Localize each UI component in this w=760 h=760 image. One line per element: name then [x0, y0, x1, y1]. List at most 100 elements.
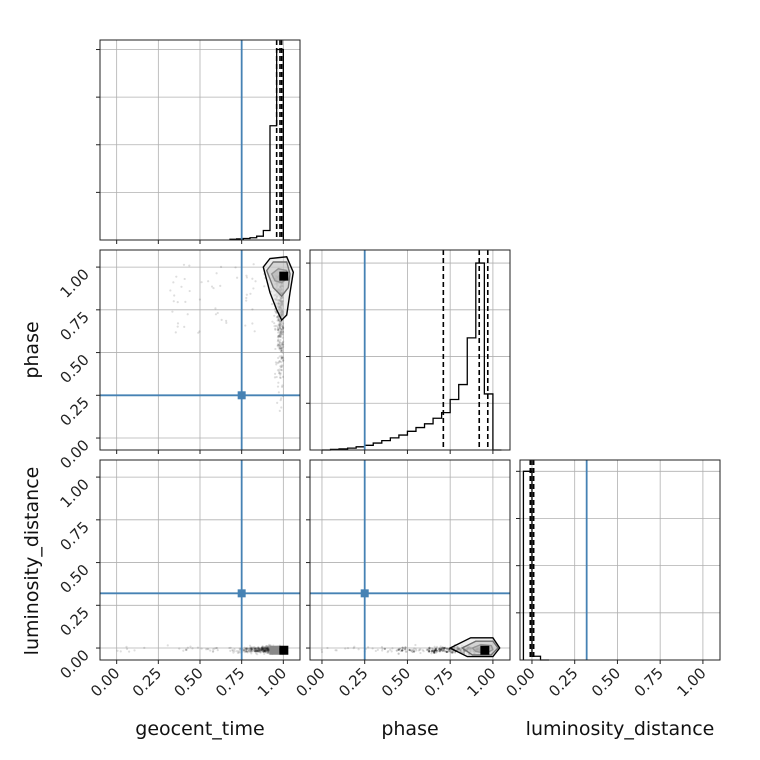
scatter-point: [441, 648, 444, 652]
scatter-point: [428, 650, 431, 653]
scatter-point: [242, 649, 245, 652]
scatter-point: [257, 647, 260, 650]
scatter-point: [263, 650, 266, 653]
scatter-point: [257, 646, 260, 649]
scatter-point: [219, 265, 223, 268]
scatter-point: [397, 648, 400, 651]
scatter-point: [256, 649, 259, 653]
scatter-point: [438, 650, 441, 653]
scatter-point: [277, 356, 280, 360]
scatter-point: [252, 287, 255, 290]
scatter-point: [243, 649, 246, 652]
scatter-point: [260, 649, 263, 652]
scatter-point: [278, 325, 282, 328]
scatter-point: [225, 321, 228, 324]
scatter-point: [251, 277, 254, 280]
scatter-point: [186, 646, 189, 649]
scatter-point: [245, 648, 248, 651]
scatter-point: [176, 322, 180, 325]
scatter-point: [212, 648, 215, 651]
scatter-point: [279, 330, 283, 333]
truth-marker: [237, 589, 246, 598]
scatter-point: [278, 372, 281, 375]
scatter-point: [253, 647, 257, 650]
y-tick-label-phase-1: 0.25: [56, 393, 92, 429]
scatter-point: [260, 649, 263, 652]
scatter-point: [250, 646, 253, 649]
scatter-point: [262, 647, 265, 650]
density-block: [269, 645, 280, 655]
scatter-point: [408, 648, 411, 652]
y-tick-label-luminosity_distance-1: 0.25: [56, 603, 92, 639]
scatter-point: [257, 647, 260, 650]
scatter-point: [428, 647, 431, 651]
scatter-point: [437, 647, 441, 650]
y-axis-label-phase: phase: [21, 321, 43, 378]
scatter-point: [189, 645, 192, 648]
scatter-point: [264, 647, 267, 650]
scatter-point: [445, 647, 449, 650]
scatter-point: [264, 648, 267, 652]
scatter-point: [404, 646, 407, 649]
scatter-point: [252, 263, 255, 266]
scatter-point: [254, 280, 257, 283]
scatter-point: [282, 345, 285, 348]
scatter-point: [215, 272, 218, 275]
scatter-point: [397, 648, 400, 651]
scatter-point: [440, 648, 443, 651]
scatter-point: [444, 646, 447, 649]
scatter-point: [443, 647, 446, 650]
scatter-point: [433, 650, 436, 653]
scatter-point: [231, 649, 235, 652]
y-tick-label-luminosity_distance-0: 0.00: [56, 646, 92, 682]
scatter-point: [264, 646, 267, 650]
scatter-point: [445, 650, 448, 653]
scatter-point: [278, 368, 281, 371]
scatter-point: [277, 335, 280, 338]
scatter-point: [252, 649, 255, 653]
scatter-point: [281, 328, 284, 331]
scatter-point: [267, 649, 270, 652]
scatter-point: [411, 650, 414, 654]
scatter-point: [262, 647, 266, 650]
scatter-point: [274, 361, 278, 364]
scatter-point: [411, 650, 414, 654]
scatter-point: [261, 648, 264, 651]
scatter-point: [277, 328, 280, 332]
scatter-point: [278, 344, 281, 348]
scatter-point: [433, 649, 436, 652]
scatter-point: [250, 648, 253, 651]
scatter-point: [277, 318, 280, 321]
scatter-point: [254, 649, 257, 653]
scatter-point: [435, 649, 438, 652]
scatter-point: [200, 281, 203, 284]
scatter-point: [438, 648, 441, 651]
scatter-point: [234, 266, 237, 269]
scatter-point: [443, 647, 446, 650]
scatter-point: [445, 650, 448, 653]
scatter-point: [247, 647, 250, 651]
scatter-point: [441, 646, 444, 649]
scatter-point: [242, 648, 245, 651]
scatter-point: [225, 319, 228, 322]
scatter-point: [229, 649, 232, 652]
scatter-point: [278, 326, 281, 329]
scatter-point: [264, 649, 267, 652]
scatter-point: [260, 647, 263, 651]
scatter-point: [183, 277, 186, 281]
scatter-point: [428, 650, 431, 653]
scatter-point: [278, 326, 281, 330]
scatter-point: [180, 285, 183, 288]
scatter-point: [282, 343, 285, 346]
scatter-point: [440, 648, 443, 651]
scatter-point: [441, 646, 444, 649]
scatter-point: [427, 647, 430, 651]
scatter-point: [175, 275, 178, 278]
scatter-point: [279, 342, 282, 345]
scatter-point: [231, 648, 234, 652]
scatter-point: [444, 646, 447, 650]
scatter-point: [266, 646, 269, 650]
scatter-point: [397, 648, 400, 652]
scatter-point: [267, 646, 270, 649]
scatter-point: [255, 650, 259, 653]
